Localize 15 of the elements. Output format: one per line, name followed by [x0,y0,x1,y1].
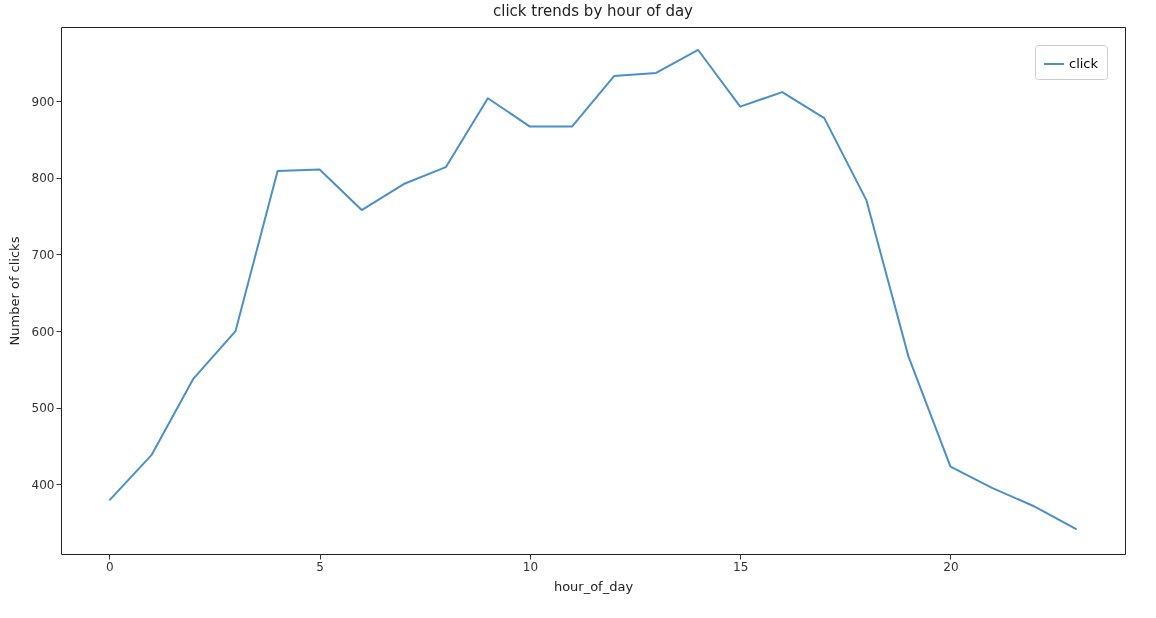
y-tick-label: 900 [31,94,55,109]
y-tick-label: 600 [31,324,55,339]
y-tick-label: 400 [31,477,55,492]
x-tick-label: 15 [733,559,749,574]
legend-label: click [1069,56,1099,71]
y-tick-label: 800 [31,171,55,186]
x-tick-label: 5 [316,559,324,574]
chart-title: click trends by hour of day [493,2,694,20]
y-tick-label: 700 [31,248,55,262]
x-tick-label: 10 [522,559,539,574]
x-tick-label: 0 [106,559,114,574]
y-axis-title: Number of clicks [6,236,22,346]
x-tick-label: 20 [943,559,959,574]
y-tick-label: 500 [31,401,55,416]
x-axis-title: hour_of_day [553,578,634,594]
